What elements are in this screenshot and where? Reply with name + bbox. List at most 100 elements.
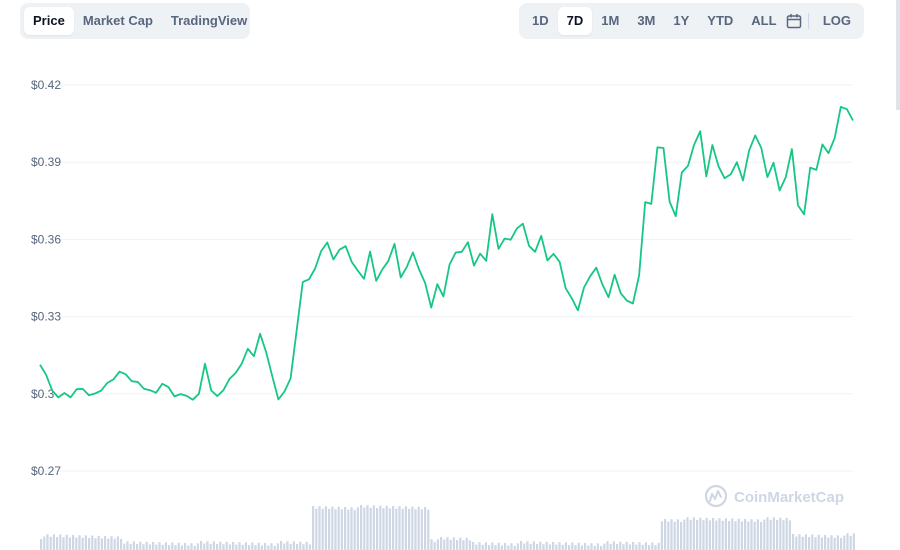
volume-bar xyxy=(462,540,465,550)
volume-bar xyxy=(411,506,414,550)
volume-bar xyxy=(65,534,68,550)
volume-bar xyxy=(817,534,820,550)
volume-bar xyxy=(180,545,183,550)
volume-bar xyxy=(68,537,71,550)
tab-market-cap[interactable]: Market Cap xyxy=(82,13,153,28)
y-tick-label: $0.27 xyxy=(31,464,61,478)
volume-bar xyxy=(552,542,555,550)
volume-bar xyxy=(760,522,763,550)
volume-bar xyxy=(609,543,612,550)
volume-bar xyxy=(238,542,241,550)
volume-bar xyxy=(372,505,375,550)
range-ytd-button[interactable]: YTD xyxy=(707,13,734,28)
volume-bar xyxy=(203,543,206,550)
volume-bar xyxy=(472,542,475,550)
range-3m-button[interactable]: 3M xyxy=(637,13,656,28)
volume-bar xyxy=(571,542,574,550)
volume-bar xyxy=(574,545,577,550)
volume-bar xyxy=(392,506,395,550)
volume-bar xyxy=(401,508,404,550)
volume-bar xyxy=(664,519,667,550)
y-tick-label: $0.39 xyxy=(31,155,61,169)
volume-bar xyxy=(833,537,836,550)
range-1d-button[interactable]: 1D xyxy=(532,13,549,28)
volume-bar xyxy=(225,541,228,550)
coinmarketcap-logo-icon xyxy=(704,484,728,508)
volume-bar xyxy=(728,521,731,550)
volume-bar xyxy=(184,543,187,550)
volume-bar xyxy=(340,509,343,550)
volume-bar xyxy=(756,519,759,550)
volume-bar xyxy=(792,534,795,550)
volume-bar xyxy=(43,536,46,550)
range-1m-button[interactable]: 1M xyxy=(601,13,620,28)
volume-bar xyxy=(312,506,315,550)
volume-bar xyxy=(193,545,196,550)
volume-bar xyxy=(798,534,801,550)
volume-bar xyxy=(177,542,180,550)
volume-bar xyxy=(46,534,49,550)
volume-bar xyxy=(161,544,164,550)
tab-tradingview[interactable]: TradingView xyxy=(170,13,248,28)
volume-bar xyxy=(145,541,148,550)
chart-type-tabs: Price Market Cap TradingView xyxy=(20,3,250,39)
volume-bar xyxy=(100,538,103,550)
range-1y-button[interactable]: 1Y xyxy=(673,13,690,28)
volume-bar xyxy=(539,541,542,550)
volume-bar xyxy=(126,541,129,550)
volume-bar xyxy=(212,541,215,550)
range-all-button[interactable]: ALL xyxy=(751,13,777,28)
range-7d-button[interactable]: 7D xyxy=(557,7,593,35)
volume-bar xyxy=(481,544,484,550)
volume-bar xyxy=(366,505,369,550)
volume-bar xyxy=(174,545,177,550)
volume-bar xyxy=(507,545,510,550)
volume-bar xyxy=(228,544,231,550)
volume-bar xyxy=(337,506,340,550)
volume-bar xyxy=(660,521,663,550)
volume-bar xyxy=(584,543,587,550)
volume-bar xyxy=(596,543,599,550)
page-scrollbar[interactable] xyxy=(896,0,900,110)
volume-bar xyxy=(430,539,433,550)
volume-bar xyxy=(395,508,398,550)
volume-bar xyxy=(155,544,158,550)
log-scale-button[interactable]: LOG xyxy=(822,13,851,28)
volume-bar xyxy=(526,541,529,550)
volume-bar xyxy=(641,544,644,550)
volume-bar xyxy=(670,519,673,550)
volume-bar xyxy=(206,541,209,550)
volume-bar xyxy=(657,542,660,550)
volume-bar xyxy=(81,537,84,550)
volume-bar xyxy=(478,542,481,550)
volume-bar xyxy=(513,545,516,550)
volume-bar xyxy=(116,536,119,550)
watermark: CoinMarketCap xyxy=(704,484,844,508)
volume-bar xyxy=(267,545,270,550)
volume-bar xyxy=(452,537,455,550)
volume-bar xyxy=(363,507,366,550)
volume-bar xyxy=(782,520,785,550)
volume-bar xyxy=(846,533,849,550)
volume-bar xyxy=(94,538,97,550)
volume-bar xyxy=(283,543,286,550)
volume-bar xyxy=(587,545,590,550)
volume-bar xyxy=(612,541,615,550)
volume-bar xyxy=(843,535,846,550)
volume-bar xyxy=(254,545,257,550)
volume-bar xyxy=(785,517,788,550)
volume-bar xyxy=(676,519,679,550)
volume-bar xyxy=(616,544,619,550)
volume-bar xyxy=(200,541,203,550)
chart-grid xyxy=(40,84,853,472)
volume-bar xyxy=(190,543,193,550)
volume-bar xyxy=(654,545,657,550)
volume-bar xyxy=(318,506,321,550)
volume-bar xyxy=(801,536,804,550)
tab-price[interactable]: Price xyxy=(24,7,74,35)
calendar-icon[interactable] xyxy=(786,7,802,35)
volume-bar xyxy=(113,538,116,550)
volume-bar xyxy=(731,518,734,550)
volume-bar xyxy=(379,505,382,550)
